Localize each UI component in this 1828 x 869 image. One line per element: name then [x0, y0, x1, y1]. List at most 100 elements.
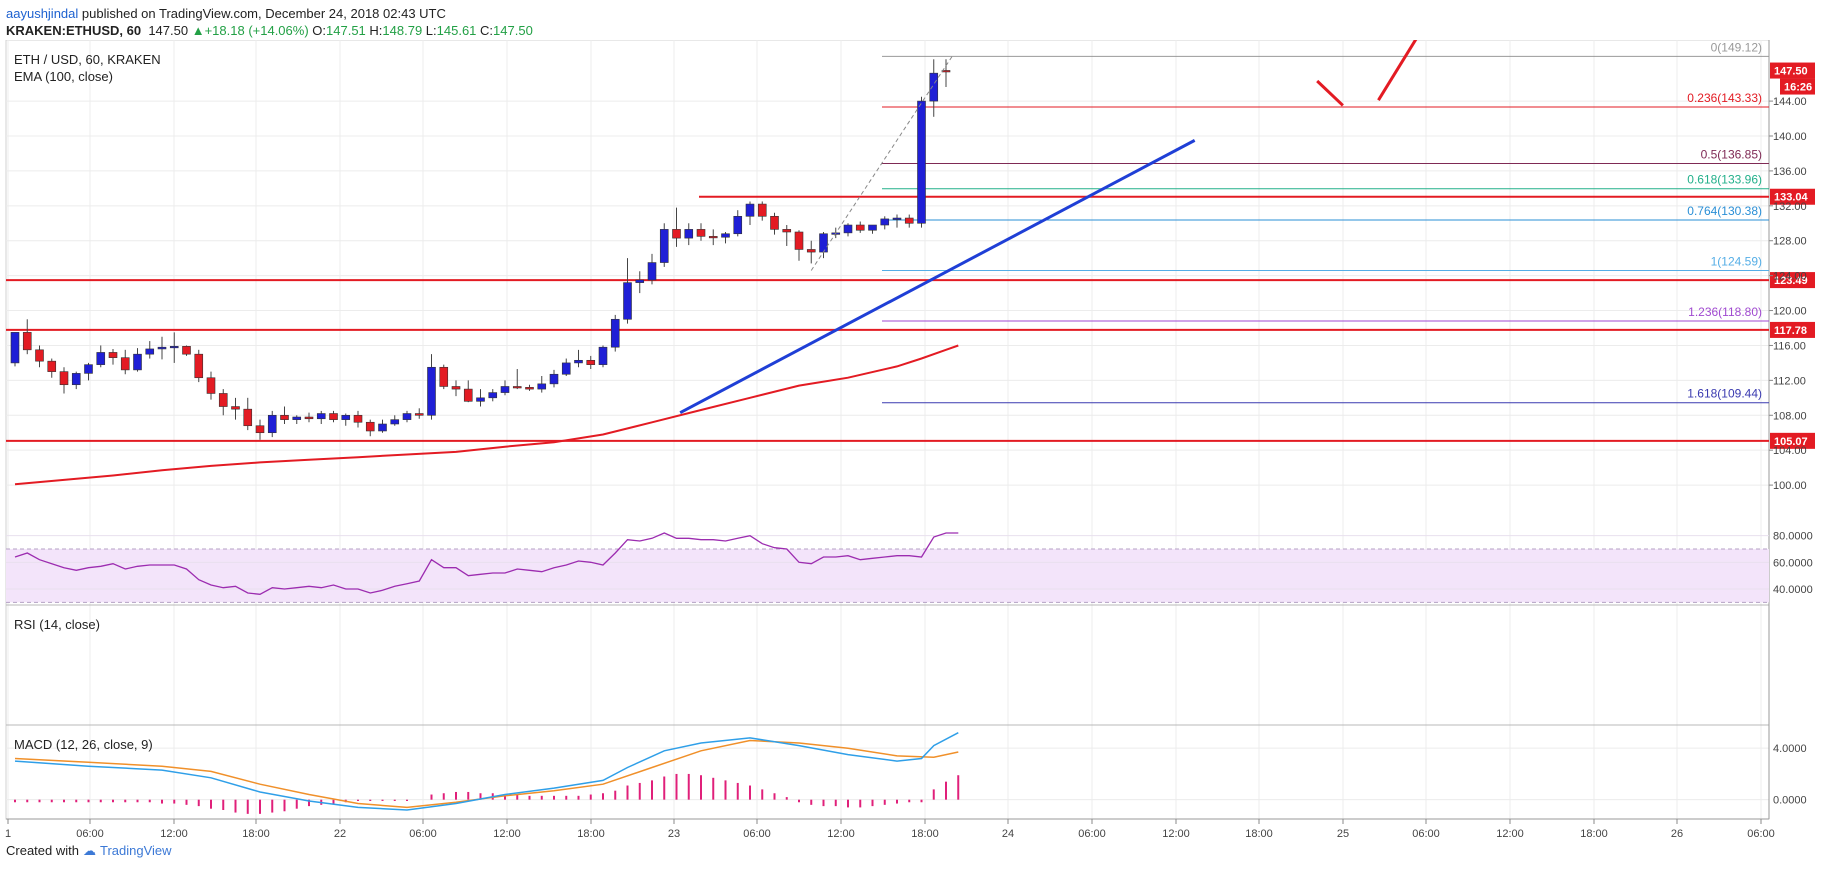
symbol-line: KRAKEN:ETHUSD, 60 147.50 ▲+18.18 (+14.06… [6, 23, 533, 38]
candle-body [892, 217, 902, 220]
x-tick-label: 1 [5, 828, 11, 840]
macd-pane [14, 732, 960, 814]
trend-line[interactable] [679, 139, 1196, 414]
y-tick-label: 116.00 [1773, 340, 1806, 352]
fib-level-label: 0.764(130.38) [1687, 204, 1762, 218]
candle-body [708, 236, 718, 239]
candle-body [770, 215, 779, 230]
x-tick-label: 18:00 [1245, 828, 1273, 840]
candle-body [84, 364, 93, 374]
y-tick-label: 108.00 [1773, 410, 1807, 422]
candle-body [414, 413, 424, 416]
rsi-band [6, 535, 1769, 603]
x-tick-label: 06:00 [1412, 828, 1440, 840]
x-tick-label: 12:00 [493, 828, 521, 840]
fib-connector-line [810, 56, 953, 271]
candle-body [782, 229, 792, 233]
candle-body [133, 353, 142, 371]
x-tick-label: 06:00 [76, 828, 104, 840]
drawings[interactable] [679, 40, 1418, 414]
x-tick-label: 06:00 [1747, 828, 1775, 840]
candle-body [255, 425, 265, 434]
macd-line [14, 732, 959, 811]
high-value: 148.79 [382, 23, 423, 38]
candle-body [684, 229, 694, 239]
candle-body [855, 224, 865, 231]
candle-body [598, 346, 608, 365]
y-tick-label: 136.00 [1773, 166, 1807, 178]
candle-body [71, 373, 81, 386]
last-price: 147.50 [148, 23, 189, 38]
candle-body [108, 352, 118, 358]
up-triangle-icon: ▲ [191, 23, 205, 38]
author-link[interactable]: aayushjindal [6, 6, 79, 21]
x-tick-label: 06:00 [1078, 828, 1106, 840]
candle-body [35, 349, 44, 362]
price-tag-label: 117.78 [1774, 325, 1807, 337]
rsi-pane [14, 532, 959, 595]
fib-level-label: 1.236(118.80) [1688, 305, 1762, 319]
candle-body [120, 357, 130, 371]
x-tick-label: 18:00 [1580, 828, 1608, 840]
legend-ema: EMA (100, close) [14, 69, 113, 84]
candle-body [96, 352, 106, 365]
x-tick-label: 18:00 [577, 828, 605, 840]
y-tick-label: 140.00 [1773, 131, 1807, 143]
last-price-label: 147.50 [1774, 66, 1808, 78]
legend-macd: MACD (12, 26, close, 9) [14, 737, 153, 752]
countdown-tag [1780, 78, 1815, 95]
candle-body [512, 386, 522, 389]
candle-body [623, 282, 632, 320]
high-label: H: [369, 23, 383, 38]
countdown-label: 16:26 [1784, 82, 1812, 94]
projection-down-line[interactable] [1316, 79, 1344, 107]
y-tick-label: 132.00 [1773, 201, 1807, 213]
x-tick-label: 12:00 [1162, 828, 1190, 840]
candle-body [500, 386, 510, 393]
candle-body [206, 377, 216, 394]
fib-level-label: 0.618(133.96) [1687, 173, 1762, 187]
candle-body [794, 231, 804, 250]
candle-body [329, 413, 338, 420]
legend-main: ETH / USD, 60, KRAKEN [14, 52, 161, 67]
candle-body [59, 371, 69, 386]
x-tick-label: 24 [1002, 828, 1014, 840]
chart-frame [5, 40, 1770, 820]
price-tag [1770, 432, 1815, 449]
fib-level-label: 0.236(143.33) [1687, 91, 1762, 105]
candle-body [47, 360, 57, 372]
candle-body [451, 386, 461, 390]
candle-body [696, 229, 706, 237]
candle-body [610, 318, 620, 348]
candle-body [537, 383, 547, 390]
candle-body [292, 416, 302, 420]
projection-up-line[interactable] [1377, 40, 1418, 102]
horizontal-lines[interactable]: 133.04 123.49 117.78 105.07 147.50 16:26 [6, 62, 1815, 449]
tradingview-link[interactable]: TradingView [99, 843, 172, 858]
fib-retracement[interactable]: 0(149.12) 0.236(143.33) 0.5(136.85) 0.618(1… [882, 40, 1769, 404]
footer: Created with ☁ TradingView [6, 843, 172, 859]
candle-body [378, 423, 387, 432]
price-tag [1770, 321, 1815, 338]
y-tick-label: 112.00 [1773, 375, 1806, 387]
open-value: 147.51 [326, 23, 366, 38]
x-tick-label: 12:00 [1496, 828, 1524, 840]
candle-body [525, 387, 534, 390]
candle-body [733, 215, 743, 235]
x-tick-label: 12:00 [160, 828, 188, 840]
chart-header: aayushjindal published on TradingView.co… [0, 0, 1828, 40]
publish-info: published on TradingView.com, December 2… [81, 6, 446, 21]
candle-body [917, 100, 926, 224]
y-tick-label: 144.00 [1773, 96, 1807, 108]
candle-body [439, 366, 449, 387]
x-tick-label: 06:00 [743, 828, 771, 840]
rsi-band-fill [6, 549, 1769, 603]
candle-body [427, 366, 436, 416]
candle-body [476, 397, 485, 402]
candle-body [806, 249, 816, 253]
candle-body [316, 413, 326, 420]
y-tick-label: 104.00 [1773, 445, 1807, 457]
chart-canvas[interactable]: 0(149.12) 0.236(143.33) 0.5(136.85) 0.618(1… [0, 40, 1828, 842]
candle-body [647, 262, 657, 281]
candle-body [10, 332, 20, 364]
